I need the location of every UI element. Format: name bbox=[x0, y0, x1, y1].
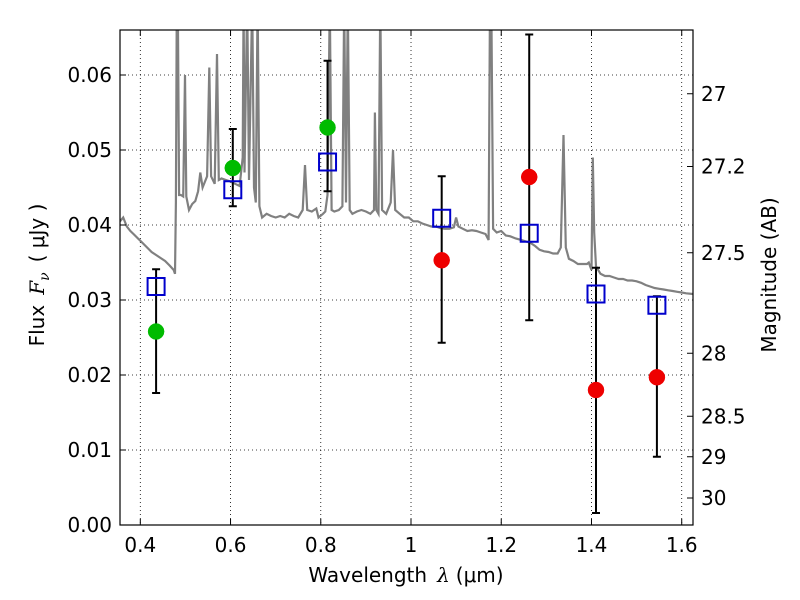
measured-point bbox=[648, 369, 666, 386]
y2-tick-label: 28 bbox=[701, 341, 726, 365]
y2-tick-label: 29 bbox=[701, 445, 726, 469]
x-axis-label-symbol: λ bbox=[436, 563, 450, 587]
y-tick-label: 0.03 bbox=[67, 288, 112, 312]
y2-tick-label: 30 bbox=[701, 486, 726, 510]
x-axis-label-unit: (μm) bbox=[456, 563, 504, 587]
x-axis-label-text: Wavelength bbox=[308, 563, 427, 587]
y-axis-label-text: Flux bbox=[25, 305, 49, 347]
plot-frame bbox=[119, 29, 694, 526]
model-box-marker bbox=[519, 223, 539, 243]
y-tick-label: 0.01 bbox=[67, 438, 112, 462]
x-tick-label: 0.8 bbox=[305, 533, 337, 557]
errorbars bbox=[152, 33, 661, 514]
y-axis-label-unit: ( μJy ) bbox=[25, 204, 49, 263]
x-axis-label: Wavelength λ (μm) bbox=[308, 563, 503, 587]
y2-axis-label: Magnitude (AB) bbox=[757, 197, 781, 352]
x-tick-label: 0.6 bbox=[215, 533, 247, 557]
y2-tick-label: 28.5 bbox=[701, 404, 746, 428]
measured-point bbox=[520, 168, 538, 186]
y-tick-label: 0.04 bbox=[67, 213, 112, 237]
x-axis-ticks: 0.4 0.6 0.8 1 1.2 1.4 1.6 bbox=[124, 30, 698, 557]
y2-tick-label: 27.5 bbox=[701, 241, 746, 265]
plot-area bbox=[120, 30, 693, 514]
measured-points bbox=[147, 119, 666, 399]
y2-tick-label: 27 bbox=[701, 82, 726, 106]
measured-point bbox=[587, 381, 605, 399]
measured-point bbox=[433, 252, 450, 269]
y-tick-label: 0.02 bbox=[67, 363, 112, 387]
y2-axis-ticks: 27 27.2 27.5 28 28.5 29 30 bbox=[687, 82, 746, 510]
grid bbox=[120, 30, 693, 526]
y-tick-label: 0.05 bbox=[67, 138, 112, 162]
measured-point bbox=[147, 323, 165, 340]
model-spectrum-line bbox=[120, 30, 693, 296]
model-box-marker bbox=[146, 277, 166, 296]
model-box-marker bbox=[223, 180, 243, 200]
model-box-marker bbox=[647, 295, 667, 315]
measured-point bbox=[319, 119, 336, 136]
y2-tick-label: 27.2 bbox=[701, 155, 746, 179]
y-tick-label: 0.06 bbox=[67, 63, 112, 87]
y-axis-ticks: 0.00 0.01 0.02 0.03 0.04 0.05 0.06 bbox=[67, 63, 126, 537]
x-tick-label: 1.2 bbox=[485, 533, 517, 557]
x-tick-label: 1.6 bbox=[666, 533, 698, 557]
y-axis-label: Flux Fν ( μJy ) bbox=[25, 204, 53, 347]
y-axis-label-symbol: F bbox=[25, 280, 49, 296]
y-tick-label: 0.00 bbox=[67, 513, 112, 537]
x-tick-label: 1.4 bbox=[576, 533, 608, 557]
x-tick-label: 0.4 bbox=[124, 533, 156, 557]
model-box-marker bbox=[586, 284, 606, 304]
measured-point bbox=[224, 159, 242, 177]
y-axis-label-subscript: ν bbox=[37, 272, 53, 281]
model-box-marker bbox=[318, 152, 338, 172]
model-box-markers bbox=[146, 152, 667, 315]
model-box-marker bbox=[432, 208, 452, 228]
x-tick-label: 1 bbox=[405, 533, 418, 557]
